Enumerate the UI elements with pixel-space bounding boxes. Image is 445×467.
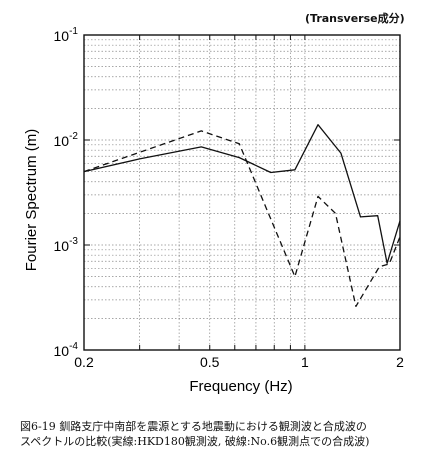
y-tick-label: 10-1 [54,26,79,44]
axis-ticks [84,34,400,351]
y-tick-labels: 10-1 10-2 10-3 10-4 [54,26,79,359]
grid-lines [84,35,400,350]
y-tick-label: 10-2 [54,131,79,149]
series-lines [83,124,401,308]
x-axis-label: Frequency (Hz) [189,378,292,395]
caption-line-2: スペクトルの比較(実線:HKD180観測波, 破線:No.6観測点での合成波) [20,435,370,448]
y-tick-label: 10-4 [54,341,79,359]
y-axis-label: Fourier Spectrum (m) [23,129,40,272]
x-tick-label: 2 [396,354,404,370]
y-tick-label: 10-3 [54,236,79,254]
solid-series-line [83,124,401,264]
x-tick-label: 1 [301,354,309,370]
x-tick-label: 0.2 [74,354,94,370]
x-tick-label: 0.5 [200,354,220,370]
figure-caption: 図6-19 釧路支庁中南部を震源とする地震動における観測波と合成波の スペクトル… [20,419,435,449]
component-note: (Transverse成分) [305,12,405,25]
plot-frame [83,34,401,351]
dashed-series-line [83,130,401,308]
caption-line-1: 図6-19 釧路支庁中南部を震源とする地震動における観測波と合成波の [20,420,367,433]
x-tick-labels: 0.2 0.5 1 2 [74,354,404,370]
